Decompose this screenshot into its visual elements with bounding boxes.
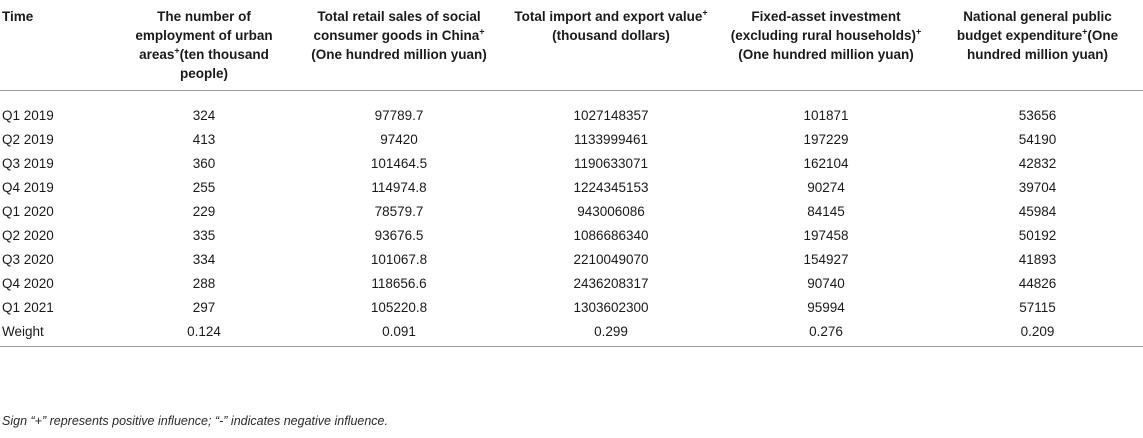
header-sup: + bbox=[916, 26, 922, 37]
table-row: Q3 2019 360 101464.5 1190633071 162104 4… bbox=[0, 152, 1143, 176]
table-cell: 197458 bbox=[803, 228, 849, 243]
table-cell: 2436208317 bbox=[573, 276, 649, 291]
table-cell: 39704 bbox=[1018, 180, 1057, 195]
header-sup: + bbox=[702, 7, 708, 18]
table-cell: 53656 bbox=[1018, 108, 1057, 123]
table-cell: 324 bbox=[192, 108, 216, 123]
header-import-export: Total import and export value+ (thousand … bbox=[502, 4, 720, 91]
header-unit: (ten thousand people) bbox=[179, 47, 269, 81]
table-row: Q4 2019 255 114974.8 1224345153 90274 39… bbox=[0, 176, 1143, 200]
header-employment: The number of employment of urban areas+… bbox=[112, 4, 296, 91]
table-cell: 101067.8 bbox=[370, 252, 428, 267]
table-cell: 1086686340 bbox=[573, 228, 649, 243]
table-cell: 105220.8 bbox=[370, 300, 428, 315]
table-cell: Q2 2019 bbox=[2, 132, 54, 147]
header-unit: (One hundred million yuan) bbox=[967, 28, 1119, 62]
table-cell: 288 bbox=[192, 276, 216, 291]
table-cell: 0.209 bbox=[932, 320, 1143, 347]
table-cell: 50192 bbox=[1018, 228, 1057, 243]
table-cell: 114974.8 bbox=[371, 180, 427, 195]
table-cell: 42832 bbox=[1018, 156, 1057, 171]
table-cell: Weight bbox=[0, 320, 112, 347]
table-cell: Q1 2019 bbox=[2, 108, 54, 123]
table-cell: 90740 bbox=[807, 276, 845, 291]
table-cell: 1224345153 bbox=[573, 180, 649, 195]
table-cell: 334 bbox=[192, 252, 216, 267]
header-text: National general public budget expenditu… bbox=[956, 9, 1112, 43]
table-cell: Q3 2020 bbox=[2, 252, 54, 267]
table-cell: 197229 bbox=[803, 132, 849, 147]
table-cell: 1027148357 bbox=[573, 108, 649, 123]
table-cell: 93676.5 bbox=[374, 228, 424, 243]
table-cell: 1303602300 bbox=[573, 300, 649, 315]
header-row: Time The number of employment of urban a… bbox=[0, 4, 1143, 91]
header-time: Time bbox=[0, 4, 112, 91]
header-text: Total import and export value bbox=[514, 9, 703, 24]
header-fixed-asset: Fixed-asset investment (excluding rural … bbox=[720, 4, 932, 91]
table-row: Q4 2020 288 118656.6 2436208317 90740 44… bbox=[0, 272, 1143, 296]
table-cell: 162104 bbox=[803, 156, 849, 171]
table-cell: Q2 2020 bbox=[2, 228, 54, 243]
table-cell: 0.299 bbox=[502, 320, 720, 347]
table-row: Q1 2021 297 105220.8 1303602300 95994 57… bbox=[0, 296, 1143, 320]
table-cell: 154927 bbox=[803, 252, 849, 267]
table-cell: 297 bbox=[192, 300, 216, 315]
table-cell: 97420 bbox=[380, 132, 418, 147]
header-retail-sales: Total retail sales of social consumer go… bbox=[296, 4, 502, 91]
table-cell: 413 bbox=[192, 132, 216, 147]
header-sup: + bbox=[479, 26, 485, 37]
table-cell: Q4 2019 bbox=[2, 180, 54, 195]
table-cell: 360 bbox=[192, 156, 216, 171]
table-cell: 118656.6 bbox=[371, 276, 427, 291]
table-cell: 101464.5 bbox=[370, 156, 428, 171]
header-text: The number of employment of urban areas bbox=[135, 9, 273, 62]
table-cell: 95994 bbox=[807, 300, 845, 315]
table-cell: 1190633071 bbox=[573, 156, 649, 171]
table-cell: 78579.7 bbox=[374, 204, 424, 219]
table-cell: 44826 bbox=[1018, 276, 1057, 291]
table-cell: 97789.7 bbox=[374, 108, 424, 123]
table-row: Q1 2020 229 78579.7 943006086 84145 4598… bbox=[0, 200, 1143, 224]
table-cell: Q4 2020 bbox=[2, 276, 54, 291]
header-unit: (One hundred million yuan) bbox=[311, 47, 487, 62]
table-cell: 90274 bbox=[807, 180, 845, 195]
table-row: Q1 2019 324 97789.7 1027148357 101871 53… bbox=[0, 91, 1143, 129]
table-cell: Q3 2019 bbox=[2, 156, 54, 171]
table-cell: 57115 bbox=[1019, 300, 1056, 315]
table-cell: Q1 2021 bbox=[2, 300, 54, 315]
table-cell: 101871 bbox=[803, 108, 849, 123]
header-sup: + bbox=[174, 45, 180, 56]
header-budget-expenditure: National general public budget expenditu… bbox=[932, 4, 1143, 91]
table-cell: 84145 bbox=[807, 204, 845, 219]
table-cell: 1133999461 bbox=[573, 132, 649, 147]
header-text: Total retail sales of social consumer go… bbox=[313, 9, 481, 43]
table-row: Q2 2019 413 97420 1133999461 197229 5419… bbox=[0, 128, 1143, 152]
table-cell: 2210049070 bbox=[573, 252, 649, 267]
header-text: Fixed-asset investment (excluding rural … bbox=[730, 9, 916, 43]
data-table: Time The number of employment of urban a… bbox=[0, 4, 1143, 347]
header-unit: (thousand dollars) bbox=[552, 28, 670, 43]
header-sup: + bbox=[1082, 26, 1088, 37]
table-cell: 54190 bbox=[1018, 132, 1057, 147]
table-cell: 45984 bbox=[1018, 204, 1057, 219]
table-cell: 229 bbox=[192, 204, 216, 219]
header-unit: (One hundred million yuan) bbox=[738, 47, 914, 62]
table-cell: 41893 bbox=[1018, 252, 1057, 267]
table-cell: 0.124 bbox=[112, 320, 296, 347]
table-row: Q3 2020 334 101067.8 2210049070 154927 4… bbox=[0, 248, 1143, 272]
table-cell: 0.276 bbox=[720, 320, 932, 347]
table-cell: Q1 2020 bbox=[2, 204, 54, 219]
table-cell: 0.091 bbox=[296, 320, 502, 347]
table-cell: 335 bbox=[192, 228, 216, 243]
table-cell: 255 bbox=[192, 180, 216, 195]
weight-row: Weight 0.124 0.091 0.299 0.276 0.209 bbox=[0, 320, 1143, 347]
table-footnote: Sign “+” represents positive influence; … bbox=[2, 414, 388, 428]
table-row: Q2 2020 335 93676.5 1086686340 197458 50… bbox=[0, 224, 1143, 248]
table-cell: 943006086 bbox=[577, 204, 645, 219]
